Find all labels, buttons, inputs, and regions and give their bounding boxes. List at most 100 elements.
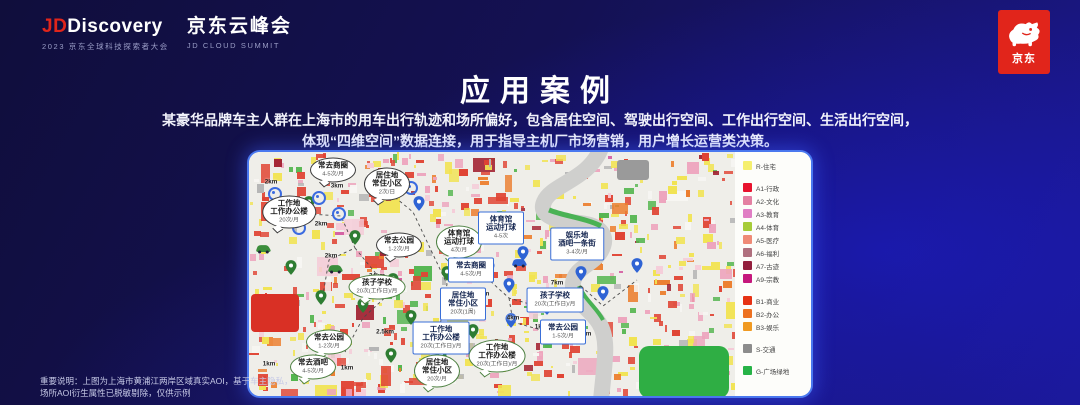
aoi-patch (675, 236, 685, 245)
legend-swatch (743, 248, 752, 257)
visit-frequency-label: 20次(工作日)/月 (476, 361, 518, 368)
aoi-patch (550, 365, 554, 369)
park-green-area (639, 346, 729, 396)
aoi-patch (400, 326, 408, 331)
aoi-patch (668, 185, 677, 194)
aoi-patch (342, 274, 361, 280)
aoi-patch (689, 293, 695, 302)
aoi-patch (521, 205, 524, 209)
aoi-patch (708, 224, 716, 233)
aoi-patch (533, 360, 544, 367)
aoi-patch (535, 342, 541, 351)
aoi-patch (533, 328, 538, 332)
aoi-patch (702, 216, 711, 229)
legend-item: B1-商业 (743, 294, 805, 307)
map-label-box: 居住地 常住小区 20次(1周) (440, 287, 486, 321)
aoi-patch (394, 333, 398, 340)
aoi-patch (716, 241, 719, 246)
aoi-patch (266, 337, 274, 346)
aoi-patch (305, 291, 309, 301)
place-label: 工作地 (277, 198, 301, 208)
place-label: 娱乐地 (565, 230, 589, 240)
legend-item: A6-福利 (743, 246, 805, 259)
aoi-patch (685, 221, 692, 231)
visit-frequency-label: 4次/月 (450, 247, 468, 254)
aoi-patch (466, 342, 475, 351)
jddiscovery-wordmark: JDDiscovery (42, 16, 163, 37)
legend-swatch (743, 222, 752, 231)
aoi-patch (710, 313, 714, 316)
aoi-patch (346, 358, 350, 365)
aoi-patch (337, 205, 344, 208)
aoi-patch (712, 297, 721, 301)
aoi-patch (711, 219, 716, 225)
place-label: 居住地 (451, 290, 475, 300)
aoi-patch (434, 186, 439, 193)
aoi-patch (288, 237, 297, 244)
aoi-patch (383, 316, 386, 324)
visit-frequency-label: 3-4次/月 (566, 249, 588, 256)
aoi-patch (598, 213, 609, 219)
aoi-patch (331, 295, 335, 304)
aoi-patch (526, 371, 532, 377)
aoi-patch (647, 200, 657, 210)
jd-brand-label: 京东 (1012, 53, 1036, 65)
aoi-patch (524, 364, 533, 371)
aoi-patch (491, 310, 495, 317)
aoi-patch (252, 346, 260, 356)
aoi-patch (530, 373, 540, 381)
aoi-patch (600, 183, 608, 190)
legend-item: G-广场绿地 (743, 364, 805, 377)
aoi-patch (564, 171, 570, 175)
aoi-patch (443, 223, 454, 227)
aoi-patch (337, 198, 340, 203)
aoi-patch (398, 368, 402, 373)
map-label-box: 常去商圈 4-5次/月 (448, 257, 494, 283)
aoi-patch (659, 290, 667, 296)
aoi-patch (331, 238, 337, 244)
location-pin-blue-icon (575, 266, 587, 286)
aoi-patch (703, 157, 710, 166)
aoi-patch (364, 379, 368, 386)
jddiscovery-logo: JDDiscovery 2023 京东全球科技探索者大会 (42, 16, 169, 52)
aoi-patch (633, 283, 639, 292)
aoi-patch (506, 198, 510, 207)
place-label: 工作办公楼 (422, 332, 460, 342)
aoi-patch (381, 366, 391, 386)
aoi-patch (677, 284, 683, 292)
aoi-patch (507, 338, 513, 341)
map-label-box: 常去公园 1-5次/月 (540, 319, 586, 345)
map-legend: R-住宅 A1-行政 A2-文化 A3-教育 A4-体育 A5-医疗 A6-福利 A7-古迹 A… (735, 152, 811, 396)
aoi-patch (470, 209, 479, 217)
aoi-patch (565, 363, 571, 367)
aoi-patch (730, 158, 735, 167)
aoi-patch (259, 254, 265, 260)
aoi-patch (635, 381, 642, 389)
aoi-patch (630, 366, 635, 370)
car-icon (255, 241, 272, 259)
aoi-patch (698, 155, 705, 160)
aoi-patch (480, 181, 489, 185)
aoi-patch (495, 252, 499, 258)
poi-ring-marker-icon (312, 191, 326, 205)
aoi-patch (624, 158, 628, 161)
aoi-patch (573, 361, 577, 365)
aoi-patch (288, 166, 294, 172)
aoi-patch (502, 161, 508, 169)
aoi-patch (610, 356, 621, 362)
aoi-patch (629, 307, 636, 314)
aoi-patch (726, 302, 735, 320)
subtitle-line1: 某豪华品牌车主人群在上海市的用车出行轨迹和场所偏好，包含居住空间、驾驶出行空间、… (162, 112, 918, 128)
visit-frequency-label: 20次(1周) (450, 309, 476, 316)
aoi-patch (322, 310, 326, 314)
aoi-patch (343, 293, 354, 298)
map-markers-layer: 2km3km2km2km34km7km2km4km2.5km1km2km1km5… (249, 152, 735, 396)
aoi-patch (726, 154, 734, 159)
visit-frequency-label: 1-2次/月 (318, 343, 340, 350)
aoi-patch (356, 383, 361, 393)
aoi-patch (653, 280, 670, 285)
aoi-patch (730, 201, 733, 205)
place-label: 常住小区 (422, 365, 452, 375)
place-label: 常去公园 (314, 332, 344, 342)
aoi-patch (611, 213, 619, 217)
